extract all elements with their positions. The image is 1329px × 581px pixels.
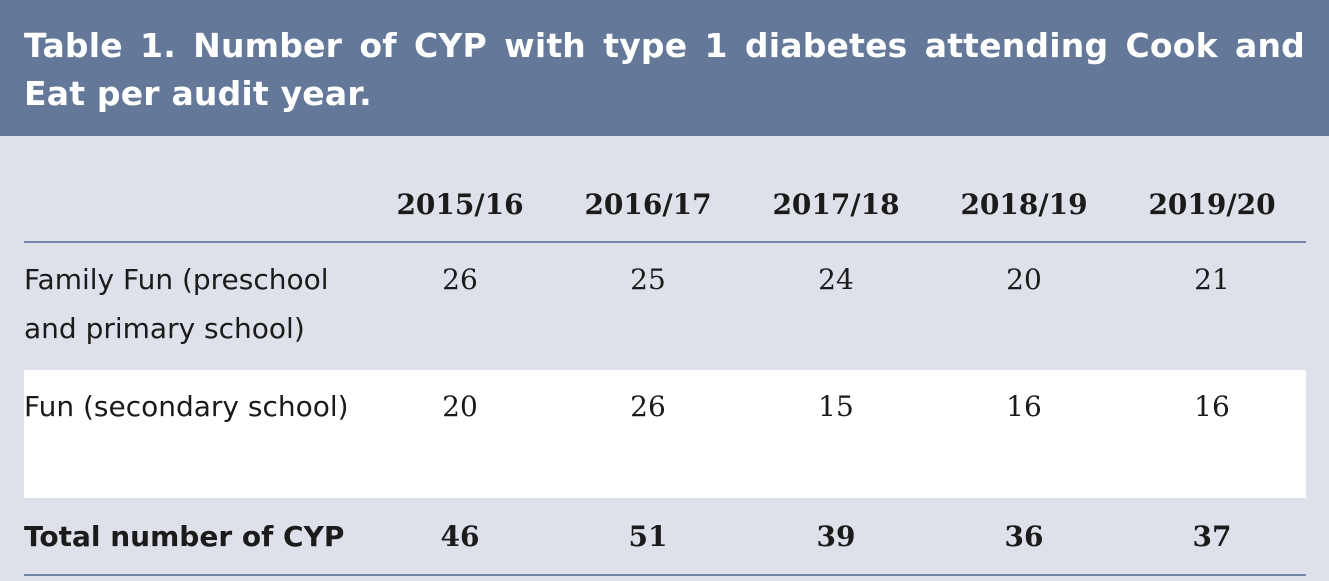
table-row: Family Fun (preschool and primary school…: [24, 242, 1306, 370]
total-label: Total number of CYP: [24, 498, 366, 576]
table-cell: 15: [742, 370, 930, 498]
table-cell: 24: [742, 242, 930, 370]
column-header-year: 2017/18: [742, 136, 930, 243]
table-cell: 16: [1118, 370, 1306, 498]
table-row: Fun (secondary school) 20 26 15 16 16: [24, 370, 1306, 498]
table-cell: 20: [930, 242, 1118, 370]
data-table-container: 2015/16 2016/17 2017/18 2018/19 2019/20 …: [24, 136, 1306, 576]
column-header-year: 2016/17: [554, 136, 742, 243]
table-caption-bar: Table 1. Number of CYP with type 1 diabe…: [0, 0, 1329, 136]
table-cell: 25: [554, 242, 742, 370]
data-table: 2015/16 2016/17 2017/18 2018/19 2019/20 …: [24, 136, 1306, 576]
column-header-year: 2019/20: [1118, 136, 1306, 243]
table-title: Table 1. Number of CYP with type 1 diabe…: [24, 26, 1305, 113]
total-cell: 39: [742, 498, 930, 576]
column-header-year: 2015/16: [366, 136, 554, 243]
table-cell: 16: [930, 370, 1118, 498]
row-label: Fun (secondary school): [24, 370, 366, 498]
total-cell: 37: [1118, 498, 1306, 576]
total-cell: 51: [554, 498, 742, 576]
row-label: Family Fun (preschool and primary school…: [24, 242, 366, 370]
total-cell: 36: [930, 498, 1118, 576]
total-cell: 46: [366, 498, 554, 576]
column-header-corner: [24, 136, 366, 243]
column-header-year: 2018/19: [930, 136, 1118, 243]
table-cell: 20: [366, 370, 554, 498]
table-cell: 26: [366, 242, 554, 370]
table-cell: 26: [554, 370, 742, 498]
table-header-row: 2015/16 2016/17 2017/18 2018/19 2019/20: [24, 136, 1306, 243]
table-cell: 21: [1118, 242, 1306, 370]
total-row: Total number of CYP 46 51 39 36 37: [24, 498, 1306, 576]
